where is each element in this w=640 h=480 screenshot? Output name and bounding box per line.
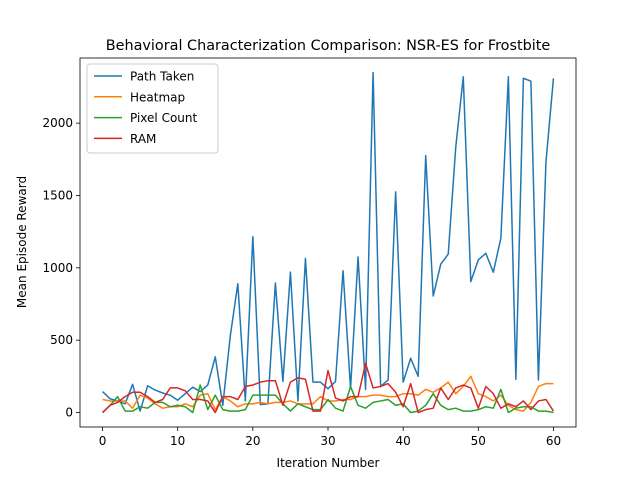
series-line-path-taken: [102, 71, 555, 412]
x-tick-label: 50: [471, 434, 486, 448]
series-line-heatmap: [102, 375, 554, 412]
y-tick-label: 1500: [42, 188, 73, 202]
y-tick-label: 0: [65, 406, 73, 420]
y-tick-label: 500: [50, 333, 73, 347]
series-line-pixel-count: [102, 384, 554, 414]
x-tick-label: 30: [320, 434, 335, 448]
legend-box: [86, 63, 219, 154]
legend-label-path-taken: Path Taken: [130, 70, 194, 84]
legend-label-ram: RAM: [130, 132, 156, 146]
x-axis: 0 10 20 30 40 50 60: [99, 427, 561, 448]
x-tick-label: 40: [396, 434, 411, 448]
legend-label-heatmap: Heatmap: [130, 90, 185, 104]
y-tick-label: 2000: [42, 116, 73, 130]
y-axis-label: Mean Episode Reward: [15, 176, 29, 308]
legend: Path Taken Heatmap Pixel Count RAM: [86, 63, 219, 154]
x-tick-label: 20: [245, 434, 260, 448]
x-axis-label: Iteration Number: [277, 456, 380, 470]
x-tick-label: 60: [546, 434, 561, 448]
chart-title: Behavioral Characterization Comparison: …: [106, 38, 551, 54]
x-tick-label: 0: [99, 434, 107, 448]
y-tick-label: 1000: [42, 261, 73, 275]
series-lines: [102, 71, 555, 414]
y-axis: 0 500 1000 1500 2000: [42, 116, 80, 420]
legend-label-pixel-count: Pixel Count: [130, 111, 198, 125]
x-tick-label: 10: [170, 434, 185, 448]
series-line-ram: [102, 362, 555, 414]
